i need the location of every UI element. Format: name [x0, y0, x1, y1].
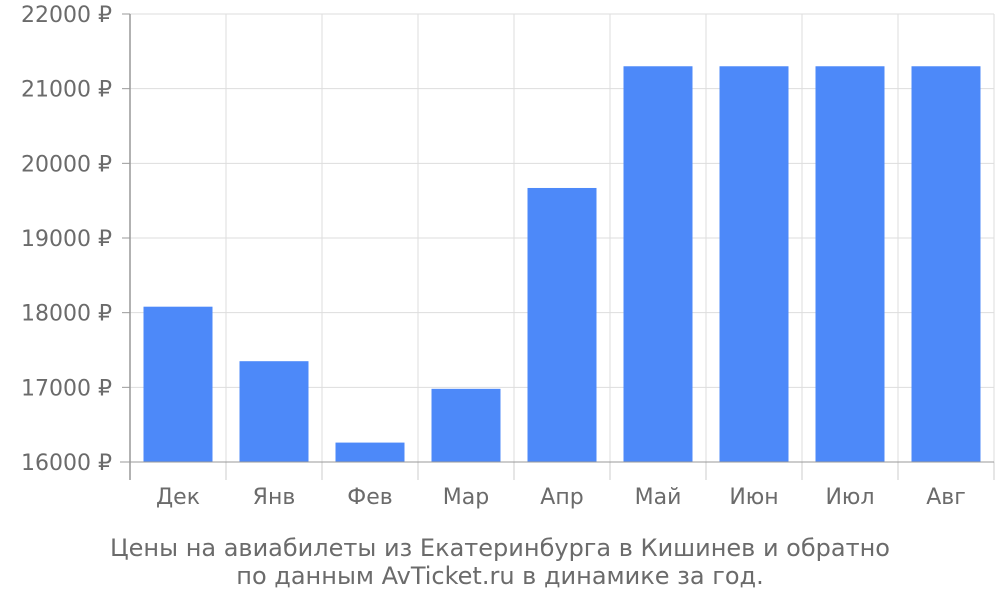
bar	[623, 66, 693, 463]
bar	[335, 442, 405, 462]
y-tick-label: 20000 ₽	[21, 152, 112, 177]
bar	[239, 361, 309, 462]
x-tick-label: Апр	[540, 485, 583, 510]
y-tick-label: 18000 ₽	[21, 302, 112, 327]
x-tick-label: Фев	[347, 485, 392, 510]
y-axis-tick-labels: 16000 ₽ 17000 ₽ 18000 ₽ 19000 ₽ 20000 ₽ 21000…	[21, 3, 112, 476]
bars	[143, 66, 981, 463]
bar	[815, 66, 885, 463]
bar	[527, 187, 597, 462]
bar	[911, 66, 981, 463]
y-tick-label: 22000 ₽	[21, 3, 112, 28]
x-tick-label: Мар	[443, 485, 489, 510]
y-tick-label: 21000 ₽	[21, 78, 112, 103]
y-tick-label: 16000 ₽	[21, 451, 112, 476]
y-tick-label: 17000 ₽	[21, 376, 112, 401]
y-tick-label: 19000 ₽	[21, 227, 112, 252]
bar-chart: 16000 ₽ 17000 ₽ 18000 ₽ 19000 ₽ 20000 ₽ 21000…	[21, 3, 995, 510]
x-tick-label: Дек	[156, 485, 200, 510]
chart-caption-line-2: по данным AvTicket.ru в динамике за год.	[236, 562, 764, 590]
x-tick-label: Май	[635, 485, 682, 510]
bar	[143, 306, 213, 462]
x-axis-tick-labels: Дек Янв Фев Мар Апр Май Июн Июл Авг	[156, 485, 966, 510]
bar	[719, 66, 789, 463]
x-tick-label: Июл	[825, 485, 874, 510]
x-tick-label: Авг	[926, 485, 966, 510]
bar	[431, 388, 501, 462]
x-tick-label: Янв	[253, 485, 296, 510]
chart-caption-line-1: Цены на авиабилеты из Екатеринбурга в Ки…	[110, 534, 890, 562]
x-tick-label: Июн	[729, 485, 778, 510]
